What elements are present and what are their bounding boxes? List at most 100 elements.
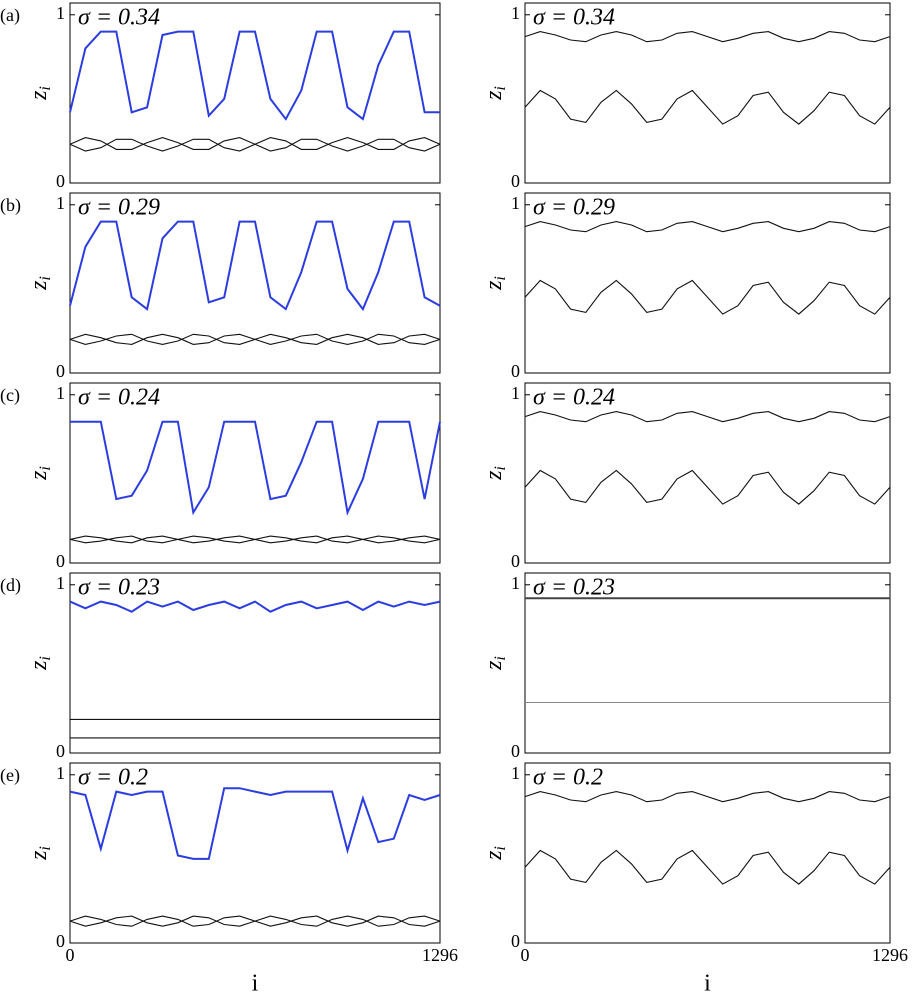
- sigma-annotation: σ = 0.34: [533, 5, 615, 31]
- x-tick-label: 1296: [872, 945, 908, 965]
- y-axis-label-sub: i: [492, 276, 509, 280]
- series-line: [69, 333, 441, 345]
- panel: 0 1 σ = 0.29 zi: [481, 192, 891, 381]
- y-axis-label-base: z: [481, 470, 507, 481]
- panel: 0 1 σ = 0.24 zi: [481, 382, 891, 571]
- series-line: [70, 420, 441, 516]
- y-tick-label: 1: [56, 763, 65, 783]
- y-tick-label: 1: [56, 573, 65, 593]
- y-axis-label-sub: i: [37, 656, 54, 660]
- y-tick-label: 0: [56, 171, 65, 191]
- y-axis-label-base: z: [481, 280, 507, 291]
- y-axis-label-base: z: [26, 280, 52, 291]
- y-axis-label-sub: i: [37, 276, 54, 280]
- y-axis-label: zi: [481, 466, 509, 481]
- series-line: [69, 535, 441, 544]
- sigma-annotation: σ = 0.24: [78, 385, 160, 411]
- plot-frame: [69, 762, 441, 944]
- series-line: [524, 31, 891, 43]
- series-line: [69, 30, 440, 121]
- series-line: [524, 279, 891, 315]
- y-axis-label: zi: [481, 86, 509, 101]
- y-axis-label-base: z: [26, 850, 52, 861]
- x-tick-label: 1296: [422, 945, 458, 965]
- y-axis-label-base: z: [26, 90, 52, 101]
- y-axis-label: zi: [26, 466, 54, 481]
- series-line: [524, 791, 891, 803]
- sigma-annotation: σ = 0.2: [533, 765, 603, 791]
- y-tick-label: 1: [511, 193, 520, 213]
- plot-frame: [69, 382, 441, 564]
- x-axis-label: i: [704, 971, 711, 997]
- panel: 0 1 σ = 0.34 zi: [481, 2, 891, 191]
- sigma-annotation: σ = 0.23: [533, 575, 615, 601]
- x-tick-label: 0: [521, 945, 530, 965]
- y-tick-label: 1: [511, 763, 520, 783]
- plot-frame: [524, 572, 891, 754]
- y-axis-label-sub: i: [492, 86, 509, 90]
- y-axis-label-sub: i: [492, 846, 509, 850]
- y-axis-label-base: z: [481, 660, 507, 671]
- x-tick-label: 0: [66, 945, 75, 965]
- y-axis-label: zi: [26, 86, 54, 101]
- y-axis-label-sub: i: [37, 846, 54, 850]
- y-tick-label: 0: [511, 361, 520, 381]
- panel-label: (d): [0, 575, 21, 596]
- sigma-annotation: σ = 0.2: [78, 765, 148, 791]
- y-tick-label: 0: [56, 361, 65, 381]
- y-axis-label-sub: i: [492, 656, 509, 660]
- y-tick-label: 0: [56, 931, 65, 951]
- y-axis-label-base: z: [26, 660, 52, 671]
- y-tick-label: 1: [511, 573, 520, 593]
- panel: 0 1 σ = 0.23 (d) zi: [0, 572, 441, 761]
- y-axis-label-base: z: [26, 470, 52, 481]
- panel-label: (c): [0, 385, 20, 406]
- y-axis-label: zi: [26, 276, 54, 291]
- series-line: [524, 221, 891, 233]
- y-axis-label-sub: i: [37, 86, 54, 90]
- y-tick-label: 0: [511, 171, 520, 191]
- series-line: [524, 469, 891, 505]
- series-line: [524, 411, 891, 423]
- y-axis-label: zi: [26, 656, 54, 671]
- plot-frame: [69, 572, 441, 754]
- y-axis-label-base: z: [481, 850, 507, 861]
- sigma-annotation: σ = 0.34: [78, 5, 160, 31]
- y-tick-label: 1: [511, 3, 520, 23]
- panel-label: (b): [0, 195, 21, 216]
- y-tick-label: 0: [511, 741, 520, 761]
- panel-label: (e): [0, 765, 20, 786]
- series-line: [69, 220, 441, 312]
- y-axis-label: zi: [26, 846, 54, 861]
- panel: 0 1 σ = 0.29 (b) zi: [0, 192, 441, 381]
- y-tick-label: 0: [56, 741, 65, 761]
- x-axis-label: i: [252, 971, 259, 997]
- sigma-annotation: σ = 0.24: [533, 385, 615, 411]
- y-axis-label: zi: [481, 656, 509, 671]
- y-tick-label: 1: [56, 383, 65, 403]
- y-axis-label: zi: [481, 846, 509, 861]
- y-tick-label: 0: [56, 551, 65, 571]
- panel: 0 1 σ = 0.23 zi: [481, 572, 891, 761]
- y-axis-label-sub: i: [37, 466, 54, 470]
- series-line: [524, 89, 891, 125]
- y-tick-label: 1: [511, 383, 520, 403]
- y-tick-label: 0: [511, 551, 520, 571]
- y-axis-label: zi: [481, 276, 509, 291]
- series-line: [69, 600, 441, 613]
- y-tick-label: 1: [56, 3, 65, 23]
- sigma-annotation: σ = 0.23: [78, 575, 160, 601]
- y-tick-label: 1: [56, 193, 65, 213]
- y-axis-label-sub: i: [492, 466, 509, 470]
- y-tick-label: 0: [511, 931, 520, 951]
- series-line: [69, 137, 441, 152]
- series-line: [69, 787, 441, 860]
- y-axis-label-base: z: [481, 90, 507, 101]
- series-line: [524, 849, 891, 885]
- sigma-annotation: σ = 0.29: [533, 195, 615, 221]
- series-line: [69, 915, 441, 927]
- sigma-annotation: σ = 0.29: [78, 195, 160, 221]
